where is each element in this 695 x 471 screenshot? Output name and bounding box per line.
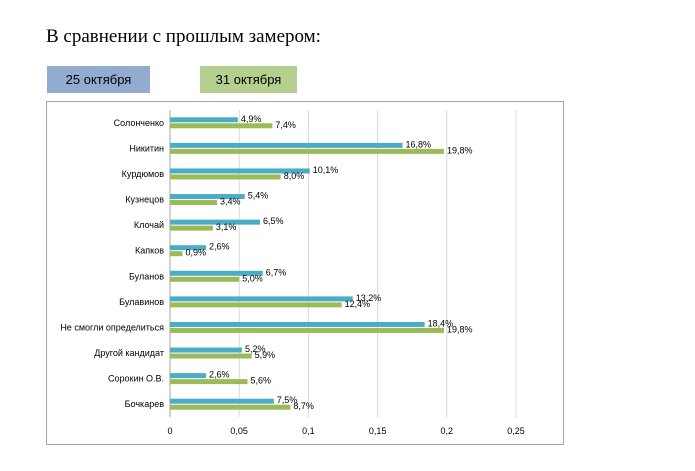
data-label: 2,6% — [209, 370, 230, 380]
data-label: 0,9% — [185, 248, 206, 258]
bar-31-october — [170, 276, 240, 282]
legend-25-october: 25 октября — [47, 66, 150, 93]
bar-31-october — [170, 302, 342, 308]
page-heading: В сравнении с прошлым замером: — [46, 26, 321, 47]
data-label: 8,0% — [284, 171, 305, 181]
category-label: Булавинов — [119, 297, 164, 307]
bar-31-october — [170, 174, 281, 180]
bar-25-october — [170, 347, 242, 353]
x-tick-label: 0,05 — [230, 426, 248, 436]
data-label: 8,7% — [293, 401, 314, 411]
bar-25-october — [170, 117, 238, 123]
bar-31-october — [170, 225, 213, 231]
bar-31-october — [170, 404, 291, 410]
category-label: Сорокин О.В. — [108, 374, 164, 384]
category-label: Солонченко — [114, 118, 164, 128]
bar-25-october — [170, 296, 353, 302]
x-tick-label: 0,25 — [507, 426, 525, 436]
x-tick-label: 0,1 — [302, 426, 315, 436]
bar-31-october — [170, 327, 445, 333]
category-label: Кузнецов — [125, 195, 164, 205]
bar-25-october — [170, 321, 425, 327]
x-tick-label: 0,2 — [441, 426, 454, 436]
bar-31-october — [170, 148, 445, 154]
category-label: Не смогли определиться — [60, 322, 164, 332]
data-label: 10,1% — [313, 165, 339, 175]
bar-25-october — [170, 142, 403, 148]
category-label: Капков — [135, 246, 164, 256]
data-label: 4,9% — [241, 114, 262, 124]
category-label: Клочай — [134, 220, 164, 230]
bar-25-october — [170, 219, 260, 225]
data-label: 19,8% — [447, 145, 473, 155]
x-tick-label: 0 — [167, 426, 172, 436]
bar-25-october — [170, 245, 206, 251]
data-label: 5,4% — [248, 191, 269, 201]
data-label: 18,4% — [428, 318, 454, 328]
data-label: 13,2% — [356, 293, 382, 303]
data-label: 7,5% — [277, 395, 298, 405]
data-label: 19,8% — [447, 324, 473, 334]
bar-25-october — [170, 194, 245, 200]
data-label: 7,4% — [275, 120, 296, 130]
data-label: 3,1% — [216, 222, 237, 232]
category-label: Другой кандидат — [94, 348, 164, 358]
bar-31-october — [170, 379, 248, 385]
bar-25-october — [170, 270, 263, 276]
bar-31-october — [170, 353, 252, 359]
bar-25-october — [170, 373, 206, 379]
category-label: Курдюмов — [122, 169, 165, 179]
data-label: 5,6% — [251, 376, 272, 386]
bar-31-october — [170, 123, 273, 129]
data-label: 3,4% — [220, 197, 241, 207]
data-label: 16,8% — [406, 139, 432, 149]
category-label: Буланов — [129, 271, 164, 281]
data-label: 2,6% — [209, 242, 230, 252]
bar-31-october — [170, 251, 183, 257]
bar-31-october — [170, 200, 218, 206]
bar-25-october — [170, 398, 274, 404]
data-label: 6,7% — [266, 267, 287, 277]
data-label: 5,2% — [245, 344, 266, 354]
chart-frame: 0 0,05 0,1 0,15 0,2 0,25 Солонченко 4,9% 7,4% Ник… — [46, 101, 564, 445]
data-label: 5,0% — [242, 273, 263, 283]
category-label: Бочкарев — [125, 399, 165, 409]
bar-chart: 0 0,05 0,1 0,15 0,2 0,25 Солонченко 4,9% 7,4% Ник… — [60, 110, 525, 436]
category-label: Никитин — [129, 143, 164, 153]
data-label: 5,9% — [255, 350, 276, 360]
x-tick-label: 0,15 — [369, 426, 387, 436]
bar-25-october — [170, 168, 310, 174]
data-label: 12,4% — [345, 299, 371, 309]
legend-31-october: 31 октября — [200, 66, 297, 93]
data-label: 6,5% — [263, 216, 284, 226]
